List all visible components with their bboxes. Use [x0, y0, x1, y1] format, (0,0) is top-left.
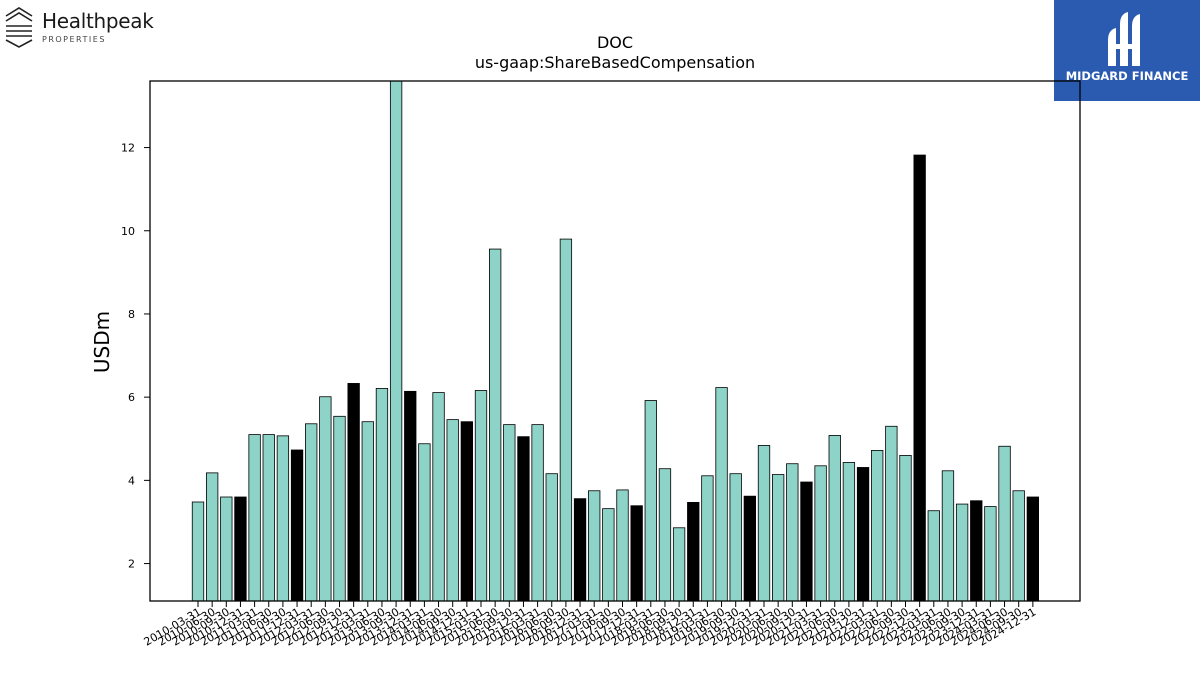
bar-2013-06-30	[375, 388, 389, 602]
bar-2023-09-30	[955, 503, 969, 602]
bar-2021-12-31	[856, 467, 870, 602]
bar-2022-03-31	[871, 450, 884, 602]
y-tick-label: 8	[128, 308, 135, 321]
y-tick-label: 12	[121, 142, 135, 155]
bar-2020-03-31	[757, 445, 771, 602]
bar-2010-12-31	[234, 496, 247, 602]
bar-2016-06-30	[545, 473, 558, 602]
bar-2019-12-31	[743, 495, 756, 602]
bar-2017-06-30	[602, 508, 615, 602]
y-axis-label: USDm	[90, 311, 114, 373]
bar-2010-06-30	[205, 472, 219, 602]
bar-2016-12-31	[573, 498, 587, 602]
healthpeak-logo-text: Healthpeak	[42, 9, 154, 33]
healthpeak-logo-subtext: PROPERTIES	[42, 35, 106, 44]
bar-2014-03-31	[418, 443, 431, 602]
plot-frame	[149, 80, 1081, 602]
bar-2014-06-30	[432, 392, 445, 602]
bar-2011-06-30	[262, 434, 275, 602]
bar-2012-03-31	[305, 423, 318, 602]
bar-2021-06-30	[828, 435, 841, 602]
bar-2018-03-31	[644, 400, 657, 602]
bar-2013-03-31	[361, 421, 374, 602]
chart-title: DOC	[597, 33, 633, 52]
midgard-logo-text: MIDGARD FINANCE	[1065, 69, 1189, 83]
y-tick-label: 2	[128, 558, 135, 571]
bar-2012-09-30	[333, 415, 346, 602]
bar-2016-03-31	[531, 424, 544, 602]
bar-2013-09-30	[389, 80, 403, 602]
bar-2012-06-30	[319, 396, 332, 602]
bar-2010-09-30	[220, 496, 233, 602]
bar-2023-06-30	[941, 470, 955, 602]
bar-2024-09-30	[1012, 490, 1025, 602]
bar-2016-09-30	[559, 238, 573, 602]
bar-2010-03-31	[191, 501, 205, 602]
x-axis: 2010-03-312010-06-302010-09-302010-12-31…	[142, 601, 1038, 649]
bar-2019-03-31	[701, 475, 714, 602]
bar-2015-09-30	[503, 424, 516, 602]
bar-2018-09-30	[672, 527, 686, 602]
bar-2019-06-30	[715, 387, 728, 602]
y-axis: 2 4 6 8 10 12	[121, 142, 150, 571]
bar-2017-03-31	[588, 490, 601, 602]
bar-2015-03-31	[474, 390, 488, 602]
bar-2022-06-30	[885, 425, 898, 602]
bar-2024-12-31	[1026, 496, 1039, 602]
bar-2024-06-30	[998, 445, 1011, 602]
bar-2011-09-30	[276, 435, 290, 602]
bar-2021-03-31	[814, 465, 827, 602]
bar-2024-03-31	[984, 506, 997, 602]
bar-2015-12-31	[517, 436, 530, 602]
bar-2017-09-30	[616, 489, 629, 602]
bar-2020-09-30	[786, 463, 799, 602]
bar-2018-12-31	[687, 502, 700, 602]
midgard-mark-icon	[1108, 12, 1140, 66]
bar-2020-12-31	[800, 481, 813, 602]
bars-layer	[191, 80, 1039, 602]
bar-2022-12-31	[913, 154, 926, 602]
bar-2011-03-31	[248, 434, 261, 602]
bar-2023-12-31	[970, 500, 983, 602]
bar-2022-09-30	[899, 454, 912, 602]
bar-2011-12-31	[290, 449, 304, 602]
bar-2023-03-31	[927, 510, 940, 602]
bar-2012-12-31	[347, 383, 360, 602]
healthpeak-logo: Healthpeak PROPERTIES	[4, 4, 174, 48]
bar-2014-12-31	[460, 421, 474, 602]
bar-2019-09-30	[729, 473, 742, 602]
bar-2021-09-30	[842, 462, 856, 602]
bar-2018-06-30	[658, 468, 672, 602]
bar-2017-12-31	[630, 505, 643, 602]
y-tick-label: 10	[121, 225, 135, 238]
bar-2013-12-31	[404, 390, 417, 602]
y-tick-label: 6	[128, 391, 135, 404]
chart-subtitle: us-gaap:ShareBasedCompensation	[475, 53, 755, 72]
healthpeak-mark-icon	[5, 7, 33, 48]
bar-2015-06-30	[488, 248, 502, 602]
bar-2014-09-30	[446, 419, 459, 602]
y-tick-label: 4	[128, 474, 135, 487]
midgard-finance-logo: MIDGARD FINANCE	[1054, 0, 1200, 101]
bar-2020-06-30	[772, 474, 785, 602]
